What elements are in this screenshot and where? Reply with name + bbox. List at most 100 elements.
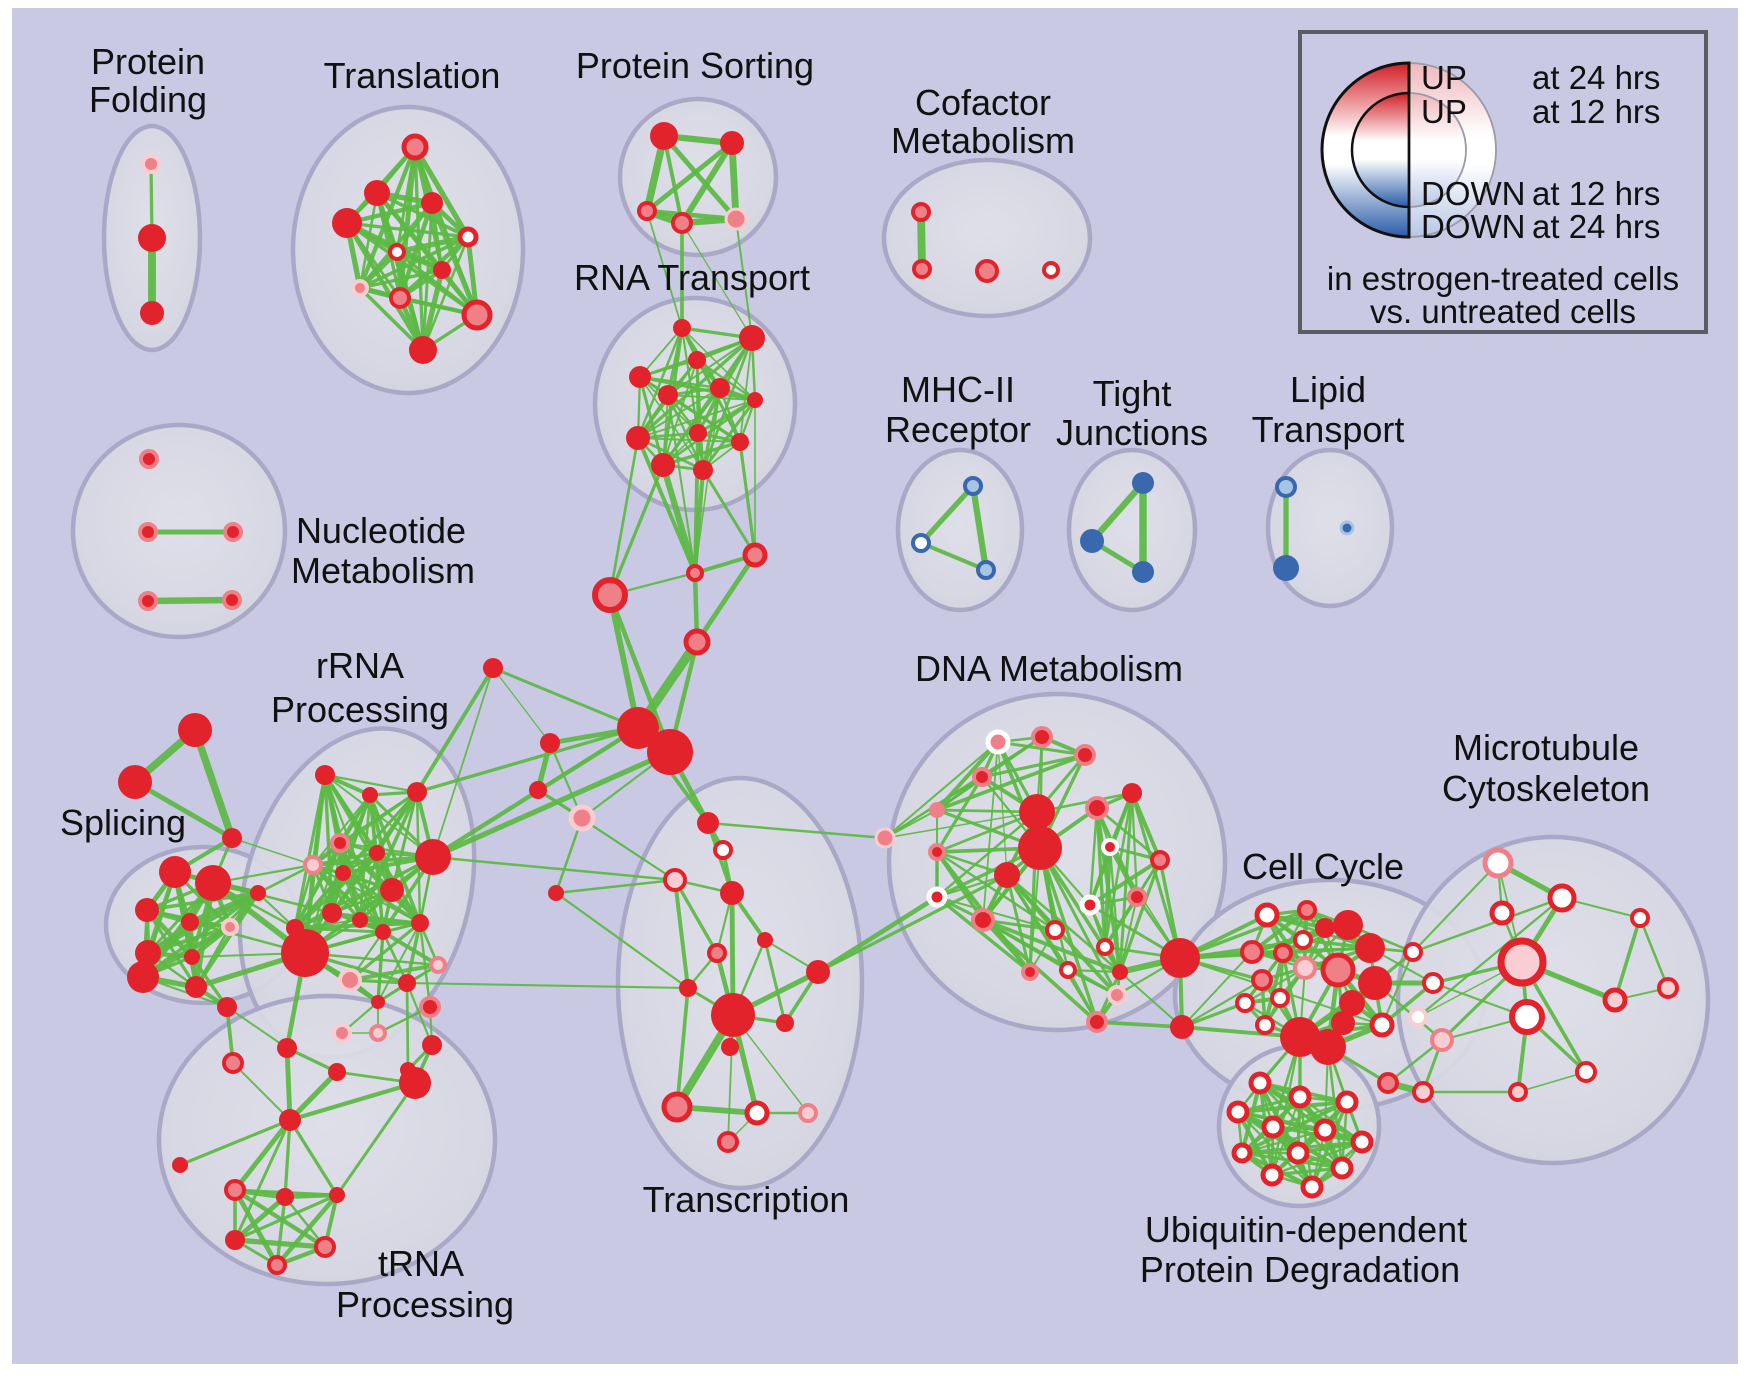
network-node xyxy=(985,729,1011,755)
network-edge xyxy=(673,878,690,990)
network-node xyxy=(364,180,390,206)
network-node xyxy=(222,828,242,848)
network-node xyxy=(332,208,362,238)
cluster-label-tight-junctions: Tight xyxy=(1093,373,1172,414)
network-edge xyxy=(1130,791,1182,960)
network-edge xyxy=(935,775,984,854)
network-node xyxy=(717,1131,739,1153)
network-edge xyxy=(232,1117,293,1193)
network-edge xyxy=(405,981,410,1072)
cluster-ellipse-cofactor-metabolism xyxy=(881,157,1093,319)
network-edge xyxy=(284,1045,293,1123)
cluster-label-mhc-ii-receptor: Receptor xyxy=(885,409,1031,450)
network-node xyxy=(757,932,773,948)
network-edge xyxy=(191,726,236,842)
network-edge xyxy=(431,855,677,882)
network-edge xyxy=(1236,1100,1349,1114)
network-node xyxy=(629,366,651,388)
network-node xyxy=(679,979,697,997)
network-node xyxy=(1160,938,1200,978)
network-edge xyxy=(190,955,229,1009)
network-edge xyxy=(232,1237,328,1250)
network-edge xyxy=(232,1062,291,1121)
network-node xyxy=(742,542,768,568)
network-node xyxy=(713,840,733,860)
network-node xyxy=(369,845,385,861)
network-node xyxy=(720,131,744,155)
network-node xyxy=(911,202,931,222)
network-node xyxy=(1430,1028,1454,1052)
network-edge xyxy=(661,440,742,467)
network-node xyxy=(338,968,362,992)
network-edge xyxy=(661,133,739,222)
network-edge xyxy=(231,837,314,866)
legend-time-0: at 24 hrs xyxy=(1532,59,1660,96)
network-node xyxy=(1489,900,1515,926)
network-node xyxy=(1021,963,1039,981)
network-edge xyxy=(358,235,470,290)
network-node xyxy=(688,351,706,369)
legend-box xyxy=(1298,30,1708,334)
network-edge xyxy=(381,930,440,967)
network-edge xyxy=(548,741,584,820)
network-edge xyxy=(667,394,756,401)
network-node xyxy=(159,856,191,888)
network-edge xyxy=(146,925,232,955)
network-node xyxy=(222,590,242,610)
network-node xyxy=(217,997,237,1017)
cluster-ellipse-transcription xyxy=(615,775,865,1191)
network-edge xyxy=(694,552,758,645)
network-node xyxy=(651,453,675,477)
network-edge xyxy=(679,140,735,226)
network-edge xyxy=(421,235,470,352)
network-node xyxy=(975,259,999,283)
network-node xyxy=(181,913,199,931)
network-node xyxy=(1310,1029,1346,1065)
cluster-ellipse-tight-junctions xyxy=(1066,447,1198,613)
network-edge xyxy=(275,1195,287,1267)
network-edge xyxy=(344,220,426,353)
cluster-label-lipid-transport: Transport xyxy=(1252,409,1405,450)
network-edge xyxy=(763,938,787,1025)
network-node xyxy=(693,460,713,480)
network-edge xyxy=(145,891,260,912)
network-node xyxy=(1408,1007,1428,1027)
legend-direction-3: DOWN xyxy=(1421,208,1525,245)
network-edge xyxy=(283,1118,292,1199)
network-node xyxy=(929,802,945,818)
network-node xyxy=(1335,1090,1359,1114)
network-node xyxy=(1313,1118,1337,1142)
network-node xyxy=(1320,952,1356,988)
network-edge xyxy=(358,286,425,352)
network-edge xyxy=(935,895,1032,974)
network-edge xyxy=(536,788,677,882)
network-edge xyxy=(491,666,640,730)
network-edge xyxy=(636,436,697,575)
network-edge xyxy=(1416,896,1564,1019)
network-edge xyxy=(429,200,480,318)
network-node xyxy=(972,767,992,787)
network-node xyxy=(1508,1082,1528,1102)
network-edge xyxy=(256,863,315,895)
network-edge xyxy=(1118,858,1162,974)
network-node xyxy=(388,243,406,261)
network-edge xyxy=(293,773,327,930)
cluster-label-dna-metabolism: DNA Metabolism xyxy=(915,648,1183,689)
cluster-label-mhc-ii-receptor: MHC-II xyxy=(901,369,1015,410)
network-node xyxy=(874,827,896,849)
network-node xyxy=(389,287,411,309)
network-node xyxy=(1042,261,1060,279)
network-node xyxy=(1339,520,1355,536)
network-edge xyxy=(381,930,409,985)
cluster-label-rna-transport: RNA Transport xyxy=(574,257,810,298)
network-node xyxy=(1079,894,1101,916)
network-edge xyxy=(608,436,640,597)
network-node xyxy=(401,133,429,161)
network-edge xyxy=(969,482,990,574)
cluster-label-lipid-transport: Lipid xyxy=(1290,369,1366,410)
network-node xyxy=(1251,969,1273,991)
legend-inner-circle-left xyxy=(1350,91,1411,209)
network-edge xyxy=(735,218,753,339)
network-node xyxy=(1170,1015,1194,1039)
